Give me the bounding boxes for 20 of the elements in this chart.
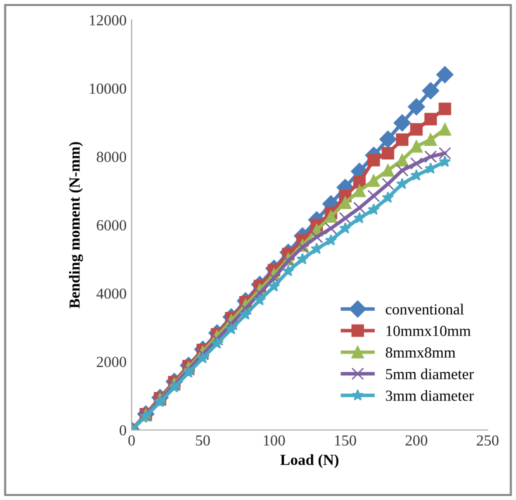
legend-label: 3mm diameter [386, 390, 474, 401]
y-tick-label: 2000 [96, 356, 126, 368]
legend-label: 8mmx8mm [386, 347, 456, 358]
y-tick-label: 10000 [90, 83, 126, 94]
y-tick-label: 0 [120, 425, 126, 436]
y-tick-label: 12000 [90, 15, 126, 26]
y-tick-label: 4000 [96, 288, 126, 299]
y-tick-label: 6000 [96, 220, 126, 230]
x-tick-label: 50 [196, 435, 210, 446]
x-axis-title: Load (N) [280, 454, 338, 468]
x-tick-label: 100 [264, 435, 285, 446]
y-tick-label: 8000 [96, 152, 126, 162]
x-tick-label: 0 [128, 435, 135, 446]
x-tick-label: 250 [476, 435, 498, 446]
legend-label: conventional [386, 304, 464, 314]
y-axis-title: Bending moment (N-mm) [68, 142, 83, 308]
x-tick-label: 150 [335, 435, 356, 446]
x-tick-label: 200 [406, 435, 428, 446]
legend-label: 10mmx10mm [386, 326, 471, 336]
legend-label: 5mm diameter [386, 368, 474, 380]
